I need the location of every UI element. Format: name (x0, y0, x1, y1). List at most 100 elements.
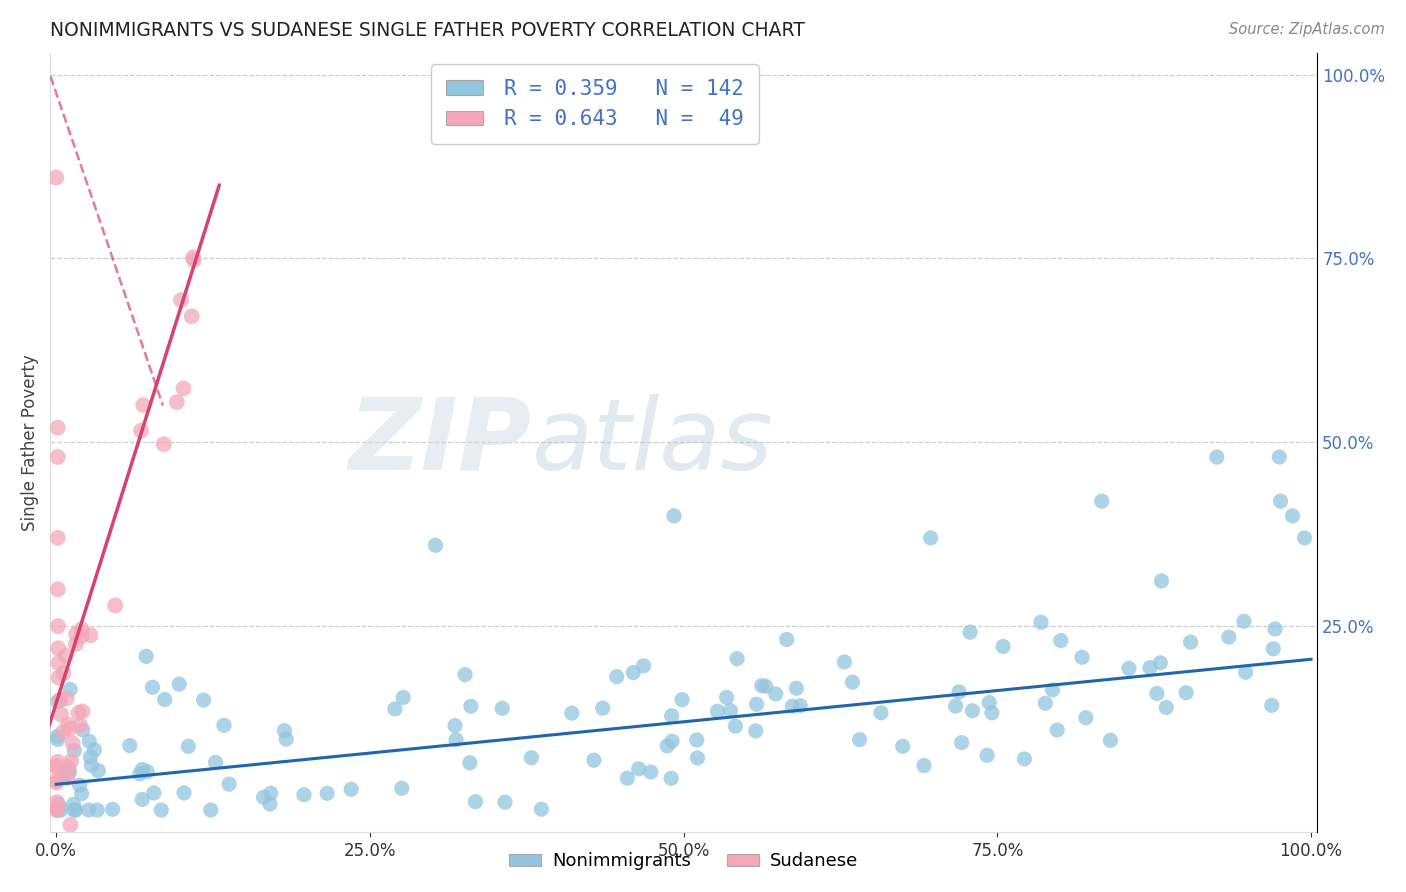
Point (751, 679, 773, 693)
Point (218, 777, 240, 791)
Point (744, 723, 766, 738)
Point (785, 681, 807, 696)
Point (63, 743, 86, 757)
Point (45, 775, 67, 789)
Point (494, 795, 516, 809)
Point (491, 701, 513, 715)
Point (1046, 723, 1069, 737)
Point (46, 803, 69, 817)
Point (55, 648, 77, 663)
Point (104, 599, 127, 613)
Point (1205, 450, 1227, 464)
Point (170, 293, 193, 307)
Point (67, 706, 90, 720)
Point (912, 758, 935, 772)
Point (292, 788, 315, 802)
Point (316, 786, 339, 800)
Point (46, 450, 69, 464)
Point (56, 717, 79, 731)
Text: atlas: atlas (531, 393, 773, 491)
Point (273, 723, 295, 738)
Point (686, 733, 709, 747)
Point (260, 786, 283, 800)
Point (69, 778, 91, 792)
Point (945, 699, 967, 714)
Point (49, 707, 72, 722)
Point (72, 705, 94, 719)
Point (77, 734, 100, 748)
Point (460, 699, 482, 714)
Point (661, 734, 683, 748)
Point (444, 732, 467, 747)
Point (58, 764, 80, 779)
Point (662, 508, 685, 523)
Point (444, 718, 467, 732)
Point (627, 762, 650, 776)
Point (58, 760, 80, 774)
Point (183, 253, 205, 268)
Point (46, 420, 69, 434)
Point (1233, 615, 1256, 629)
Point (920, 531, 942, 545)
Point (150, 803, 173, 817)
Point (177, 739, 200, 754)
Point (765, 687, 787, 701)
Point (79, 750, 101, 764)
Point (1042, 682, 1064, 697)
Point (1150, 574, 1173, 588)
Point (52, 666, 75, 681)
Point (70, 629, 93, 643)
Point (1149, 656, 1171, 670)
Point (520, 750, 543, 764)
Point (1071, 650, 1094, 665)
Point (59, 818, 82, 832)
Point (136, 764, 159, 779)
Point (79, 628, 101, 642)
Point (129, 424, 152, 438)
Point (606, 670, 628, 684)
Point (661, 708, 683, 723)
Point (1175, 686, 1198, 700)
Point (391, 781, 413, 796)
Point (131, 763, 153, 777)
Point (950, 736, 973, 750)
Point (1180, 635, 1202, 649)
Point (384, 702, 406, 716)
Point (1074, 711, 1097, 725)
Point (340, 782, 363, 797)
Point (1091, 494, 1114, 508)
Point (53, 769, 76, 783)
Point (46, 531, 69, 545)
Point (59, 682, 82, 697)
Point (724, 719, 747, 733)
Point (725, 651, 748, 665)
Point (834, 655, 856, 669)
Point (621, 665, 644, 680)
Point (45, 773, 67, 788)
Point (45, 795, 67, 809)
Point (69, 718, 91, 732)
Point (1014, 752, 1036, 766)
Point (1218, 630, 1240, 644)
Point (1294, 531, 1316, 545)
Point (166, 395, 188, 409)
Point (72, 723, 94, 737)
Point (46, 619, 69, 633)
Point (46, 801, 69, 815)
Point (991, 640, 1014, 654)
Point (63, 803, 86, 817)
Point (789, 698, 811, 713)
Point (45, 833, 67, 847)
Point (657, 739, 679, 753)
Point (200, 803, 222, 817)
Point (686, 751, 709, 765)
Point (671, 692, 693, 706)
Point (128, 767, 150, 781)
Point (181, 251, 204, 265)
Point (65, 803, 87, 817)
Point (46, 729, 69, 743)
Point (45, 759, 67, 773)
Point (70, 787, 93, 801)
Point (193, 693, 215, 707)
Point (59, 722, 82, 736)
